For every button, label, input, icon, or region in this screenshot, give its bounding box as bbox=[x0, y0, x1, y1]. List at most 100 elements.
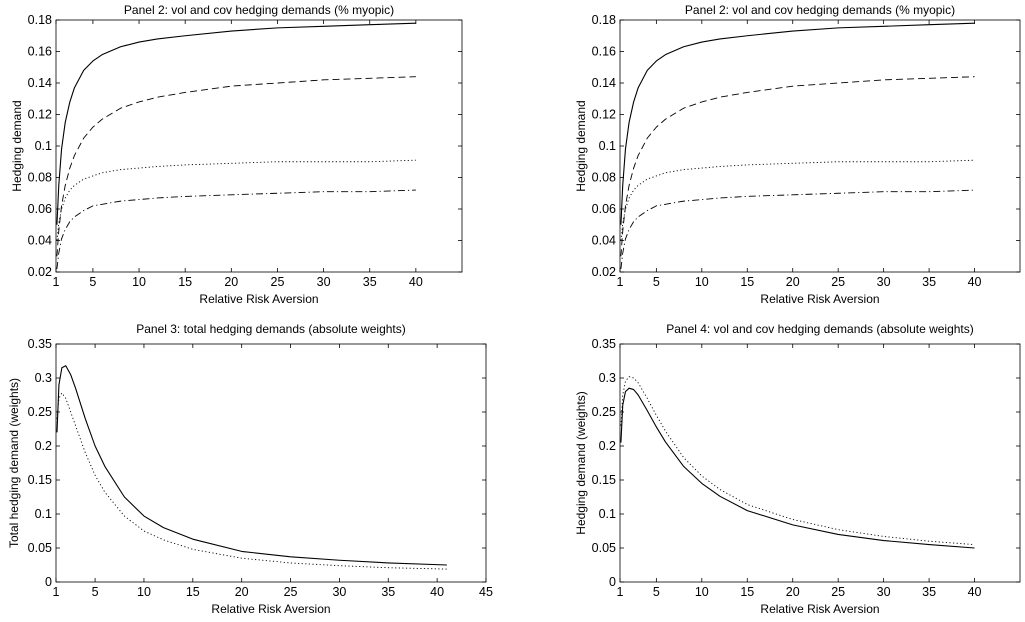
x-tick-label: 10 bbox=[132, 275, 146, 289]
y-tick-label: 0.16 bbox=[592, 45, 616, 59]
y-tick-label: 0.12 bbox=[28, 108, 52, 122]
x-tick-label: 45 bbox=[479, 585, 493, 599]
x-tick-label: 30 bbox=[877, 585, 891, 599]
y-tick-label: 0 bbox=[609, 575, 616, 589]
x-tick-label: 35 bbox=[363, 275, 377, 289]
y-axis-label: Total hedging demand (weights) bbox=[7, 378, 21, 548]
x-tick-label: 15 bbox=[740, 275, 754, 289]
panel-title: Panel 4: vol and cov hedging demands (ab… bbox=[666, 322, 974, 336]
y-tick-label: 0.18 bbox=[28, 13, 52, 27]
y-tick-label: 0.1 bbox=[599, 507, 616, 521]
plot-frame bbox=[620, 344, 1020, 582]
series-line-dotted bbox=[621, 160, 975, 240]
y-tick-label: 0.08 bbox=[592, 171, 616, 185]
x-tick-label: 5 bbox=[92, 585, 99, 599]
x-tick-label: 5 bbox=[653, 585, 660, 599]
y-tick-label: 0.04 bbox=[28, 234, 52, 248]
y-tick-label: 0.1 bbox=[35, 507, 52, 521]
y-tick-label: 0.04 bbox=[592, 234, 616, 248]
y-tick-label: 0.02 bbox=[592, 265, 616, 279]
x-tick-label: 25 bbox=[831, 585, 845, 599]
y-tick-label: 0.35 bbox=[592, 337, 616, 351]
y-tick-label: 0.06 bbox=[592, 202, 616, 216]
series-line-dashed bbox=[621, 77, 975, 257]
panel-title: Panel 2: vol and cov hedging demands (% … bbox=[124, 3, 394, 17]
x-axis-label: Relative Risk Aversion bbox=[760, 602, 879, 616]
y-tick-label: 0.35 bbox=[28, 337, 52, 351]
x-tick-label: 5 bbox=[653, 275, 660, 289]
plot-frame bbox=[56, 20, 462, 272]
x-axis-label: Relative Risk Aversion bbox=[760, 292, 879, 306]
y-tick-label: 0.08 bbox=[28, 171, 52, 185]
y-tick-label: 0.15 bbox=[592, 473, 616, 487]
x-axis-label: Relative Risk Aversion bbox=[199, 292, 318, 306]
x-tick-label: 10 bbox=[137, 585, 151, 599]
y-tick-label: 0.25 bbox=[28, 405, 52, 419]
x-tick-label: 25 bbox=[271, 275, 285, 289]
y-tick-label: 0.05 bbox=[592, 541, 616, 555]
y-axis-label: Hedging demand bbox=[574, 100, 588, 191]
series-line-solid bbox=[621, 388, 975, 548]
series-line-solid bbox=[57, 23, 416, 225]
y-tick-label: 0.15 bbox=[28, 473, 52, 487]
series-line-dotted bbox=[57, 393, 447, 569]
x-tick-label: 40 bbox=[430, 585, 444, 599]
series-line-dashed bbox=[57, 77, 416, 257]
y-tick-label: 0.2 bbox=[35, 439, 52, 453]
y-tick-label: 0.14 bbox=[592, 76, 616, 90]
plot-frame bbox=[620, 20, 1020, 272]
series-line-dotted bbox=[621, 377, 975, 545]
x-tick-label: 15 bbox=[178, 275, 192, 289]
x-tick-label: 1 bbox=[53, 585, 60, 599]
x-tick-label: 35 bbox=[922, 275, 936, 289]
x-tick-label: 35 bbox=[922, 585, 936, 599]
x-tick-label: 5 bbox=[89, 275, 96, 289]
x-tick-label: 1 bbox=[617, 275, 624, 289]
y-tick-label: 0.05 bbox=[28, 541, 52, 555]
panel-top-left: Panel 2: vol and cov hedging demands (% … bbox=[10, 3, 462, 306]
y-tick-label: 0.3 bbox=[35, 371, 52, 385]
y-tick-label: 0.16 bbox=[28, 45, 52, 59]
x-tick-label: 20 bbox=[235, 585, 249, 599]
x-tick-label: 1 bbox=[617, 585, 624, 599]
y-tick-label: 0.14 bbox=[28, 76, 52, 90]
x-tick-label: 35 bbox=[381, 585, 395, 599]
x-axis-label: Relative Risk Aversion bbox=[211, 602, 330, 616]
y-tick-label: 0.3 bbox=[599, 371, 616, 385]
x-tick-label: 30 bbox=[317, 275, 331, 289]
panel-title: Panel 2: vol and cov hedging demands (% … bbox=[685, 3, 955, 17]
series-line-solid bbox=[57, 366, 447, 565]
x-tick-label: 25 bbox=[284, 585, 298, 599]
y-tick-label: 0.2 bbox=[599, 439, 616, 453]
panel-bottom-right: Panel 4: vol and cov hedging demands (ab… bbox=[574, 322, 1020, 616]
plot-frame bbox=[56, 344, 486, 582]
x-tick-label: 40 bbox=[968, 585, 982, 599]
y-tick-label: 0.06 bbox=[28, 202, 52, 216]
x-tick-label: 40 bbox=[409, 275, 423, 289]
series-line-dashdot bbox=[621, 190, 975, 269]
x-tick-label: 20 bbox=[224, 275, 238, 289]
y-tick-label: 0.18 bbox=[592, 13, 616, 27]
panel-title: Panel 3: total hedging demands (absolute… bbox=[136, 322, 406, 336]
series-line-dashdot bbox=[57, 190, 416, 269]
y-tick-label: 0.1 bbox=[35, 139, 52, 153]
x-tick-label: 1 bbox=[53, 275, 60, 289]
x-tick-label: 40 bbox=[968, 275, 982, 289]
x-tick-label: 25 bbox=[831, 275, 845, 289]
x-tick-label: 15 bbox=[186, 585, 200, 599]
x-tick-label: 30 bbox=[877, 275, 891, 289]
y-tick-label: 0.25 bbox=[592, 405, 616, 419]
y-axis-label: Hedging demand (weights) bbox=[574, 391, 588, 534]
x-tick-label: 20 bbox=[786, 585, 800, 599]
x-tick-label: 30 bbox=[332, 585, 346, 599]
y-tick-label: 0.1 bbox=[599, 139, 616, 153]
panel-bottom-left: Panel 3: total hedging demands (absolute… bbox=[7, 322, 493, 616]
y-tick-label: 0 bbox=[45, 575, 52, 589]
y-tick-label: 0.12 bbox=[592, 108, 616, 122]
x-tick-label: 10 bbox=[695, 275, 709, 289]
y-axis-label: Hedging demand bbox=[10, 100, 24, 191]
x-tick-label: 20 bbox=[786, 275, 800, 289]
panel-top-right: Panel 2: vol and cov hedging demands (% … bbox=[574, 3, 1020, 306]
x-tick-label: 10 bbox=[695, 585, 709, 599]
